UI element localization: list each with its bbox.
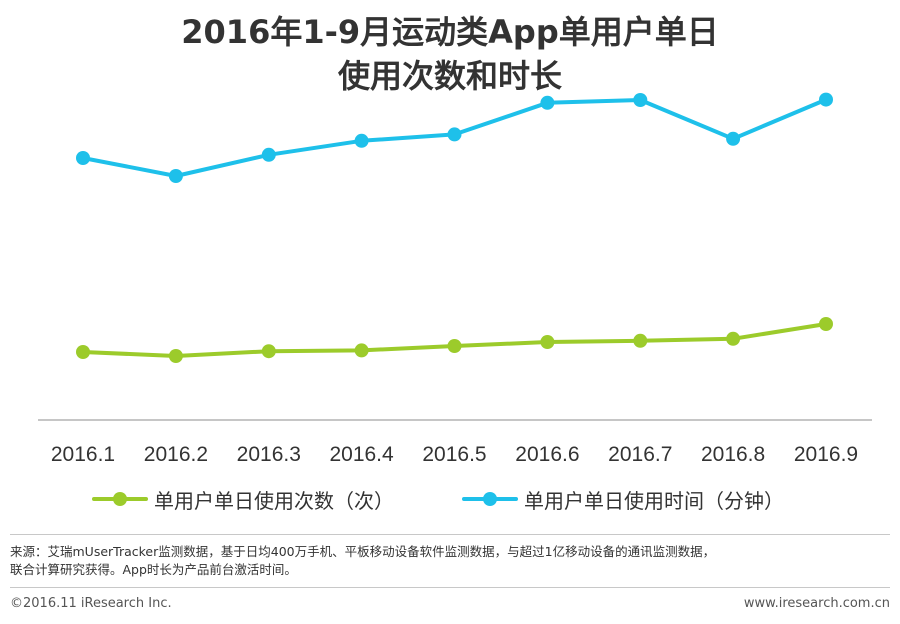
chart-title-line-1: 2016年1-9月运动类App单用户单日 [181, 13, 719, 51]
copyright-text: ©2016.11 iResearch Inc. [10, 596, 172, 611]
x-tick-label: 2016.9 [794, 443, 858, 466]
data-point-s1-5 [540, 95, 555, 110]
data-point-s1-1 [168, 169, 183, 183]
data-point-s0-4 [447, 339, 462, 353]
x-axis-ticks: 2016.1 2016.2 2016.3 2016.4 2016.5 2016.6 2016… [51, 443, 858, 466]
legend-item-duration: 单用户单日使用时间（分钟） [462, 482, 784, 516]
data-point-s0-1 [168, 349, 183, 363]
website-text: www.iresearch.com.cn [743, 596, 890, 611]
data-point-s1-8 [819, 92, 833, 107]
data-point-s0-2 [261, 344, 276, 359]
footer: ©2016.11 iResearch Inc. www.iresearch.co… [10, 596, 890, 611]
data-point-s0-7 [726, 331, 741, 346]
data-point-s1-4 [447, 127, 462, 142]
data-point-s1-7 [726, 131, 741, 146]
data-point-s0-5 [540, 335, 555, 349]
chart-title-line-2: 使用次数和时长 [337, 57, 562, 95]
data-point-s0-0 [76, 345, 90, 359]
data-point-s0-6 [633, 333, 648, 348]
x-tick-label: 2016.6 [515, 443, 579, 466]
data-point-s1-2 [261, 147, 276, 162]
source-note-line-2: 联合计算研究获得。App时长为产品前台激活时间。 [10, 562, 297, 577]
chart-legend: 单用户单日使用次数（次） 单用户单日使用时间（分钟） [0, 482, 900, 516]
source-divider-top [10, 534, 890, 535]
source-note-line-1: 来源：艾瑞mUserTracker监测数据，基于日均400万手机、平板移动设备软… [10, 544, 716, 559]
legend-swatch-count [92, 482, 148, 516]
legend-label-duration: 单用户单日使用时间（分钟） [524, 488, 784, 513]
legend-marker-count [113, 492, 127, 506]
data-point-s1-0 [76, 151, 90, 165]
chart-title: 2016年1-9月运动类App单用户单日 使用次数和时长 [0, 10, 900, 98]
x-tick-label: 2016.3 [237, 443, 301, 466]
series-layer [76, 92, 833, 363]
data-point-s1-3 [354, 133, 369, 148]
x-tick-label: 2016.1 [51, 443, 115, 466]
source-note: 来源：艾瑞mUserTracker监测数据，基于日均400万手机、平板移动设备软… [10, 543, 890, 579]
x-tick-label: 2016.4 [329, 443, 394, 466]
data-point-s0-3 [354, 343, 369, 358]
line-chart: 2016.1 2016.2 2016.3 2016.4 2016.5 2016.6 2016… [38, 92, 872, 466]
data-point-s1-6 [633, 93, 648, 107]
legend-marker-duration [483, 492, 497, 506]
x-tick-label: 2016.7 [608, 443, 672, 466]
x-tick-label: 2016.8 [701, 443, 765, 466]
legend-label-count: 单用户单日使用次数（次） [154, 488, 394, 513]
legend-swatch-duration [462, 482, 518, 516]
x-tick-label: 2016.5 [422, 443, 486, 466]
source-divider-bottom [10, 587, 890, 588]
x-tick-label: 2016.2 [144, 443, 208, 466]
legend-item-count: 单用户单日使用次数（次） [92, 482, 394, 516]
data-point-s0-8 [819, 317, 833, 331]
